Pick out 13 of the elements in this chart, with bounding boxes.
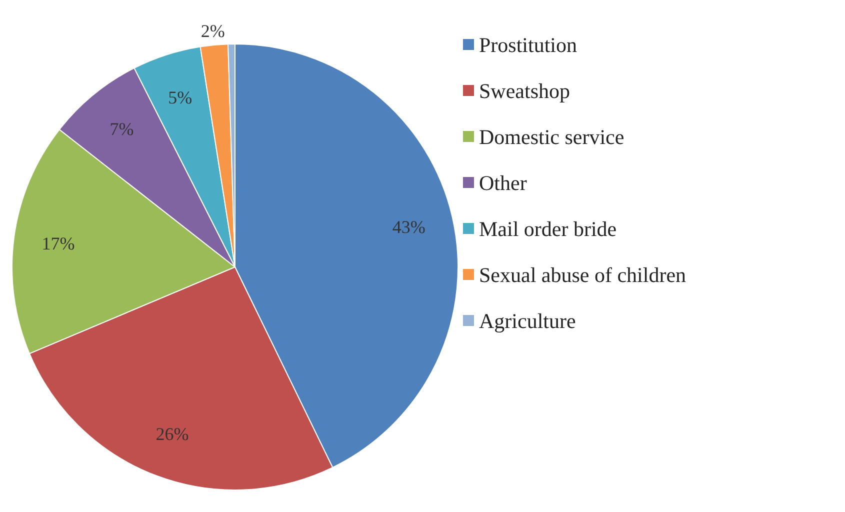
legend-label: Sexual abuse of children (479, 263, 687, 287)
legend-label: Other (479, 171, 527, 195)
legend-label: Sweatshop (479, 79, 570, 103)
legend-label: Mail order bride (479, 217, 617, 241)
data-label: 17% (42, 233, 75, 254)
data-label: 43% (392, 216, 426, 237)
data-label: 7% (110, 119, 134, 140)
legend-label: Agriculture (479, 309, 576, 333)
legend-label: Domestic service (479, 125, 624, 149)
data-label: 2% (200, 21, 225, 42)
data-label: 26% (156, 424, 189, 444)
data-label: 5% (168, 87, 192, 108)
legend-label: Prostitution (479, 33, 578, 57)
